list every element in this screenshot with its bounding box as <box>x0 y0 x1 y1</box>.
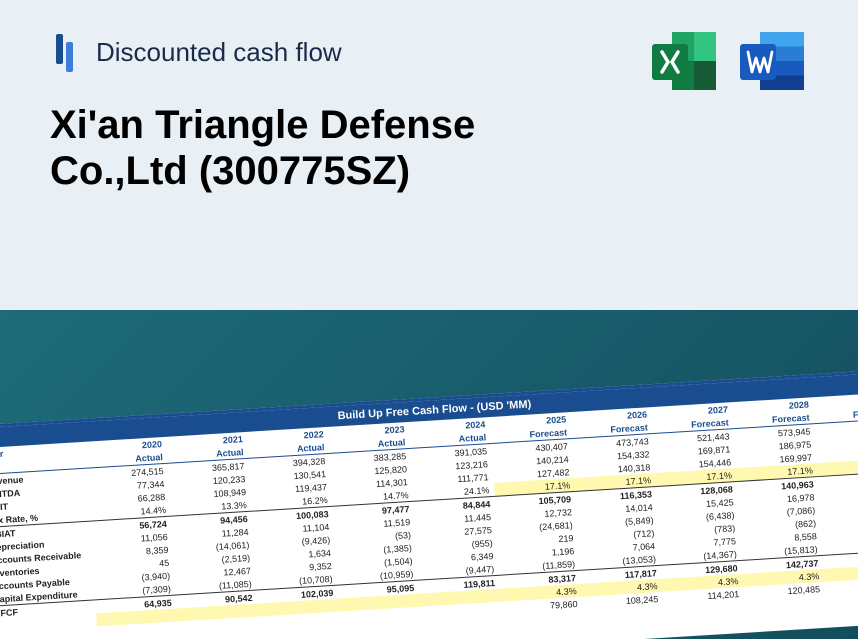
company-title: Xi'an Triangle Defense Co.,Ltd (300775SZ… <box>50 102 610 194</box>
excel-icon <box>650 28 720 99</box>
app-icons-group <box>650 28 808 99</box>
preview-section: Build Up Free Cash Flow - (USD 'MM) Year… <box>0 310 858 639</box>
brand-logo-icon <box>50 30 84 74</box>
word-icon <box>738 28 808 99</box>
spreadsheet-preview: Build Up Free Cash Flow - (USD 'MM) Year… <box>0 369 858 639</box>
header-section: Discounted cash flow Xi'an Triangle Defe… <box>0 0 858 310</box>
brand-label: Discounted cash flow <box>96 37 342 68</box>
